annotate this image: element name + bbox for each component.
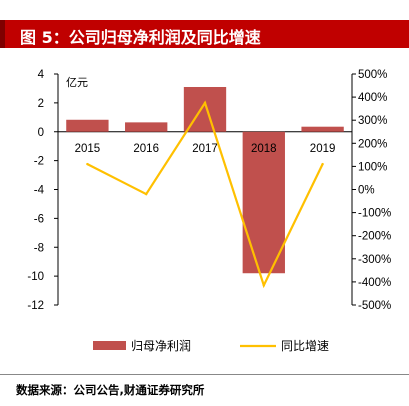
right-axis-tick-label: 100% [358, 161, 387, 173]
source-note: 数据来源：公司公告,财通证券研究所 [16, 383, 205, 397]
left-axis-tick-label: 4 [38, 69, 45, 81]
left-axis-tick-label: -4 [34, 185, 45, 197]
legend-bar-swatch [93, 341, 126, 350]
line-point-2015 [86, 162, 89, 166]
left-axis-tick-label: -12 [27, 300, 44, 312]
x-tick-label: 2018 [251, 143, 277, 155]
left-axis-tick-label: -2 [34, 156, 44, 168]
title-accent [0, 20, 5, 48]
right-axis-tick-label: 400% [358, 92, 387, 104]
line-series [86, 100, 324, 289]
right-axis-tick-label: -500% [358, 300, 391, 312]
bar-series [66, 86, 344, 274]
line-point-2018 [262, 284, 265, 287]
bar-2018 [242, 131, 285, 274]
legend: 归母净利润 同比增速 [93, 339, 329, 353]
right-axis-tick-label: 300% [358, 115, 387, 127]
line-point-2016 [145, 192, 148, 196]
legend-bar-label: 归母净利润 [131, 339, 191, 353]
left-axis-tick-label: 0 [38, 127, 44, 139]
line-point-2017 [203, 101, 207, 105]
right-axis-tick-label: -100% [358, 208, 391, 220]
figure-title-bar: 图 5：公司归母净利润及同比增速 [0, 20, 409, 48]
x-tick-label: 2016 [133, 143, 159, 155]
right-axis-tick-label: -400% [358, 277, 391, 289]
x-axis-labels: 2015 2016 2017 2018 2019 [75, 143, 336, 155]
right-axis-tick-label: -200% [358, 231, 391, 243]
right-axis-tick-label: -300% [358, 254, 391, 266]
bar-2015 [66, 119, 109, 132]
legend-line-label: 同比增速 [281, 339, 329, 353]
bar-2016 [125, 122, 168, 132]
line-point-2019 [321, 162, 324, 166]
right-axis-tick-label: 200% [358, 138, 387, 150]
left-axis-tick-label: -8 [34, 242, 44, 254]
x-tick-label: 2017 [192, 143, 218, 155]
left-axis-tick-label: 2 [38, 98, 44, 110]
figure-title: 图 5：公司归母净利润及同比增速 [20, 28, 261, 47]
source-divider [0, 374, 409, 375]
right-axis-tick-label: 500% [358, 69, 387, 81]
left-axis-tick-label: -6 [34, 213, 44, 225]
y-axis-label: 亿元 [66, 76, 88, 89]
bar-2019 [301, 126, 344, 132]
chart: -12 -10 -8 -6 -4 -2 0 2 4 -500% -400% -300% -200% -1… [27, 69, 391, 353]
right-axis-tick-label: 0% [358, 185, 375, 197]
x-tick-label: 2015 [75, 143, 101, 155]
right-axis: -500% -400% -300% -200% -100% 0% 100% 200% 300% 4… [351, 69, 391, 312]
x-tick-label: 2019 [310, 143, 336, 155]
left-axis-tick-label: -10 [27, 271, 44, 283]
